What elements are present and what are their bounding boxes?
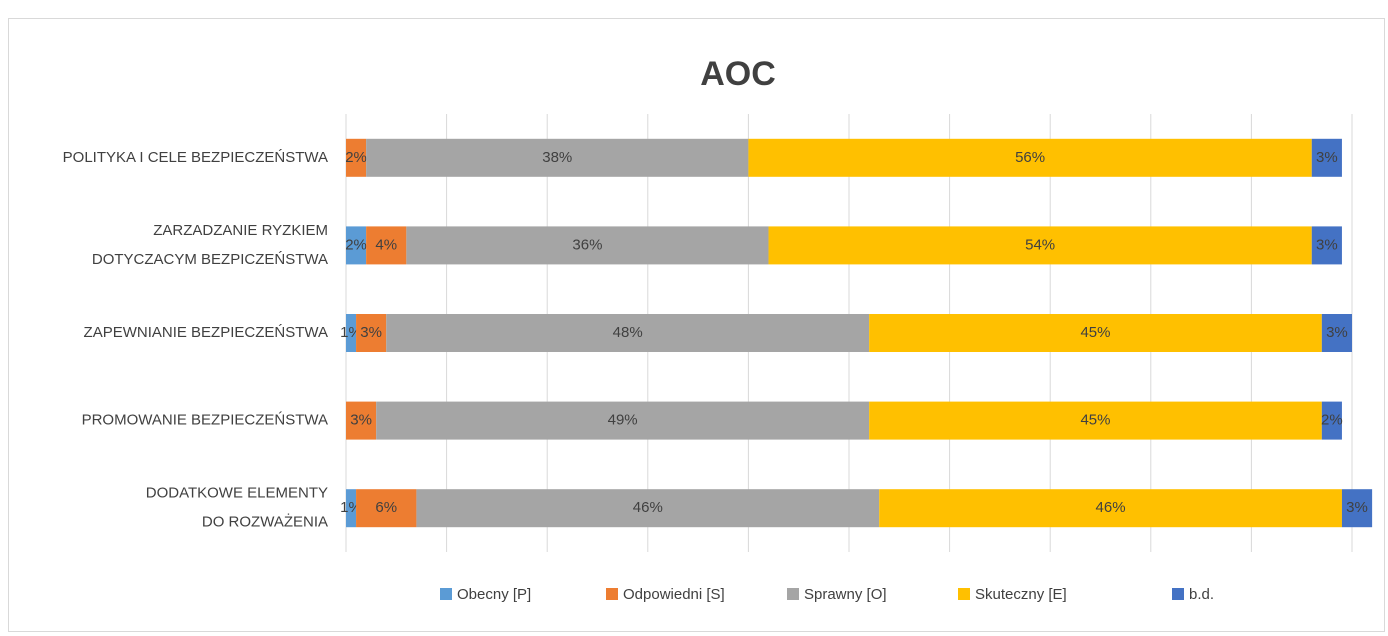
legend-swatch — [958, 588, 970, 600]
bar-segment — [1321, 401, 1342, 440]
data-label: 46% — [633, 499, 663, 516]
bar-segment — [869, 314, 1322, 352]
data-label: 45% — [1080, 324, 1110, 341]
data-label: 2% — [345, 149, 367, 166]
legend-label: b.d. — [1189, 586, 1214, 603]
y-tick-label: ZAPEWNIANIE BEZPIECZEŃSTWA — [84, 324, 328, 341]
data-label: 2% — [345, 236, 367, 253]
data-label: 49% — [608, 412, 638, 429]
data-label: 3% — [350, 412, 372, 429]
bar-segment — [879, 489, 1342, 528]
data-label: 3% — [1316, 149, 1338, 166]
bar-segment — [366, 226, 407, 265]
bar-segment — [366, 138, 749, 177]
bar-segment — [768, 226, 1312, 265]
legend-label: Odpowiedni [S] — [623, 586, 725, 603]
bar-segment — [416, 489, 880, 528]
legend-label: Skuteczny [E] — [975, 586, 1067, 603]
bar-segment — [748, 138, 1312, 177]
bar-segment — [356, 489, 417, 528]
y-tick-label: DO ROZWAŻENIA — [202, 513, 328, 531]
data-label: 54% — [1025, 236, 1055, 253]
y-tick-label: ZARZADZANIE RYZKIEM — [153, 222, 328, 239]
data-label: 56% — [1015, 149, 1045, 166]
y-tick-label: PROMOWANIE BEZPIECZEŃSTWA — [82, 412, 328, 429]
legend-label: Sprawny [O] — [804, 586, 887, 603]
data-label: 36% — [572, 236, 602, 253]
data-label: 45% — [1080, 412, 1110, 429]
bar-segment — [346, 314, 357, 352]
bar-segment — [346, 401, 377, 440]
bar-segment — [356, 314, 387, 352]
bar-segment — [346, 138, 367, 177]
data-label: 2% — [1321, 412, 1343, 429]
bar-segment — [1341, 489, 1373, 528]
data-label: 38% — [542, 149, 572, 166]
bar-segment — [346, 226, 367, 265]
data-label: 6% — [375, 499, 397, 516]
legend-swatch — [606, 588, 618, 600]
data-label: 3% — [360, 324, 382, 341]
bar-segment — [1311, 138, 1342, 177]
y-tick-label: DODATKOWE ELEMENTY — [146, 485, 328, 502]
legend-swatch — [787, 588, 799, 600]
legend-swatch — [1172, 588, 1184, 600]
legend-label: Obecny [P] — [457, 586, 531, 603]
data-label: 4% — [375, 236, 397, 253]
bar-segment — [869, 401, 1322, 440]
data-label: 3% — [1326, 324, 1348, 341]
y-tick-label: POLITYKA I CELE BEZPIECZEŃSTWA — [63, 149, 328, 166]
legend-swatch — [440, 588, 452, 600]
bar-segment — [1311, 226, 1342, 265]
data-label: 46% — [1096, 499, 1126, 516]
bar-segment — [406, 226, 769, 265]
bar-segment — [386, 314, 870, 352]
bar-segment — [1321, 314, 1352, 352]
bar-segment — [346, 489, 357, 528]
data-label: 48% — [613, 324, 643, 341]
y-tick-label: DOTYCZACYM BEZPICZEŃSTWA — [92, 251, 328, 268]
data-label: 3% — [1316, 236, 1338, 253]
data-label: 3% — [1346, 499, 1368, 516]
chart-title: AOC — [700, 55, 776, 93]
bar-segment — [376, 401, 870, 440]
